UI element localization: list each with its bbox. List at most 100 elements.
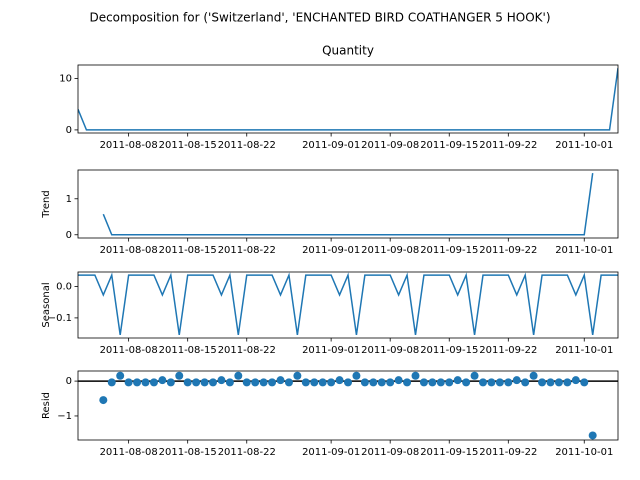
point	[487, 378, 496, 387]
x-tick-label: 2011-08-22	[218, 245, 276, 256]
y-axis-label: Trend	[41, 190, 52, 218]
x-tick-label: 2011-10-01	[555, 245, 613, 256]
point	[394, 376, 403, 385]
point	[588, 431, 597, 440]
point	[149, 378, 158, 387]
x-tick-label: 2011-09-22	[479, 245, 537, 256]
point	[403, 378, 412, 387]
point	[301, 378, 310, 387]
point	[352, 371, 361, 380]
point	[107, 378, 116, 387]
point	[369, 378, 378, 387]
point	[360, 378, 369, 387]
plot-area	[99, 371, 597, 440]
x-tick-label: 2011-09-08	[361, 345, 419, 356]
point	[259, 378, 268, 387]
plot-area	[78, 67, 618, 131]
point	[293, 371, 302, 380]
point	[462, 378, 471, 387]
axes-frame	[77, 370, 619, 441]
y-axis-label: Seasonal	[41, 282, 52, 327]
point	[436, 378, 445, 387]
point	[512, 376, 521, 385]
point	[495, 378, 504, 387]
x-tick-label: 2011-10-01	[555, 447, 613, 458]
x-tick-label: 2011-08-15	[159, 140, 217, 151]
figure-title: Decomposition for ('Switzerland', 'ENCHA…	[89, 11, 550, 25]
point	[183, 378, 192, 387]
x-tick-label: 2011-08-22	[218, 140, 276, 151]
point	[268, 378, 277, 387]
point	[521, 378, 530, 387]
point	[192, 378, 201, 387]
axes-frame	[77, 271, 619, 339]
y-tick-label: 0	[66, 230, 72, 241]
y-tick-label: −1	[57, 411, 72, 422]
point	[386, 378, 395, 387]
point	[209, 378, 217, 387]
line	[78, 67, 618, 131]
subplot-title: Quantity	[322, 44, 374, 58]
x-tick-label: 2011-09-08	[361, 140, 419, 151]
point	[318, 378, 327, 387]
point	[99, 396, 108, 405]
point	[116, 371, 125, 380]
point	[546, 378, 555, 387]
x-tick-label: 2011-09-15	[420, 140, 478, 151]
y-tick-label: 1	[66, 194, 72, 205]
x-tick-label: 2011-09-22	[479, 140, 537, 151]
point	[538, 378, 547, 387]
point	[141, 378, 150, 387]
point	[175, 371, 184, 380]
plot-area	[78, 272, 618, 335]
y-tick-label: 0.0	[56, 281, 72, 292]
y-tick-label: 10	[59, 73, 72, 84]
point	[310, 378, 319, 387]
x-tick-label: 2011-09-15	[420, 345, 478, 356]
x-tick-label: 2011-10-01	[555, 140, 613, 151]
point	[563, 378, 572, 387]
point	[580, 378, 589, 387]
axes-frame	[77, 169, 619, 239]
x-tick-label: 2011-09-01	[302, 140, 360, 151]
y-tick-label: 0	[66, 125, 72, 136]
x-tick-label: 2011-09-15	[420, 447, 478, 458]
line	[102, 172, 594, 236]
point	[225, 378, 234, 387]
point	[158, 376, 167, 385]
x-tick-label: 2011-08-08	[100, 245, 158, 256]
point	[124, 378, 133, 387]
x-tick-label: 2011-08-15	[159, 245, 217, 256]
point	[276, 376, 285, 385]
axes-frame	[77, 64, 619, 134]
point	[284, 378, 293, 387]
point	[217, 376, 226, 385]
point	[335, 376, 344, 385]
x-tick-label: 2011-08-08	[100, 447, 158, 458]
x-tick-label: 2011-09-01	[302, 245, 360, 256]
point	[419, 378, 428, 387]
point	[428, 378, 437, 387]
line	[78, 272, 618, 335]
point	[251, 378, 260, 387]
x-tick-label: 2011-08-15	[159, 345, 217, 356]
x-tick-label: 2011-09-08	[361, 245, 419, 256]
x-tick-label: 2011-09-01	[302, 345, 360, 356]
x-tick-label: 2011-09-22	[479, 447, 537, 458]
x-tick-label: 2011-08-22	[218, 447, 276, 458]
y-tick-label: −0.1	[48, 313, 72, 324]
plot-area	[102, 172, 594, 236]
point	[479, 378, 487, 387]
point	[470, 371, 479, 380]
x-tick-label: 2011-09-15	[420, 245, 478, 256]
point	[166, 378, 175, 387]
point	[242, 378, 251, 387]
point	[445, 378, 454, 387]
x-tick-label: 2011-09-08	[361, 447, 419, 458]
x-tick-label: 2011-08-22	[218, 345, 276, 356]
point	[377, 378, 386, 387]
x-tick-label: 2011-08-08	[100, 140, 158, 151]
point	[453, 376, 462, 385]
x-tick-label: 2011-08-08	[100, 345, 158, 356]
